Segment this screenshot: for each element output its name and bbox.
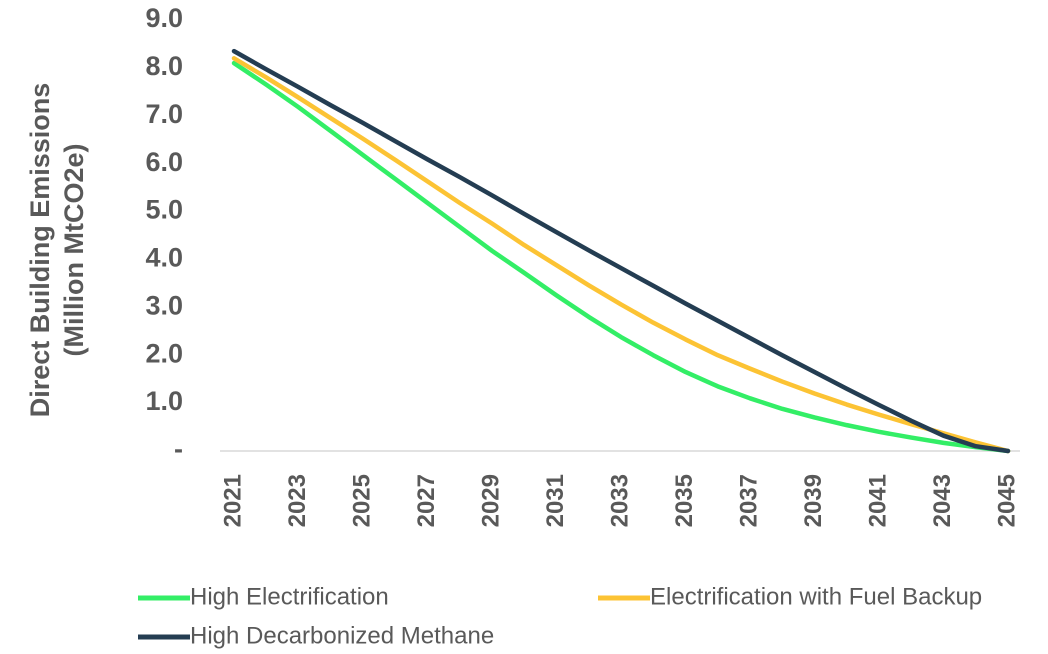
x-tick-label: 2027 [413,474,440,527]
series-line-0 [231,60,1011,454]
legend: High Electrification Electrification with… [138,583,982,649]
x-tick-label: 2033 [606,474,633,527]
y-tick-label: 5.0 [145,195,183,225]
x-tick-label: 2031 [542,474,569,527]
y-axis-ticks: - 1.0 2.0 3.0 4.0 5.0 6.0 7.0 8.0 9.0 [145,3,183,464]
y-tick-label: - [174,434,183,464]
legend-label: Electrification with Fuel Backup [650,583,982,610]
x-tick-label: 2021 [219,474,246,527]
x-tick-label: 2035 [671,474,698,527]
y-tick-label: 4.0 [145,243,183,273]
x-tick-label: 2041 [864,474,891,527]
y-tick-label: 2.0 [145,338,183,368]
x-tick-label: 2043 [929,474,956,527]
y-tick-label: 8.0 [145,51,183,81]
y-tick-label: 1.0 [145,386,183,416]
y-tick-label: 9.0 [145,3,183,33]
legend-label: High Decarbonized Methane [190,622,494,649]
series-line-2 [231,48,1011,454]
y-tick-label: 6.0 [145,147,183,177]
y-tick-label: 3.0 [145,290,183,320]
x-tick-label: 2045 [993,474,1020,527]
y-tick-label: 7.0 [145,99,183,129]
x-tick-label: 2025 [348,474,375,527]
x-axis-ticks: 2021 2023 2025 2027 2029 2031 2033 2035 2037 2039… [219,474,1020,527]
x-tick-label: 2023 [284,474,311,527]
series-lines [231,48,1011,454]
series-line-1 [231,56,1011,454]
y-axis-title: Direct Building Emissions (Million MtCO2e… [25,83,89,418]
y-axis-title-line: Direct Building Emissions [25,83,55,418]
legend-label: High Electrification [190,583,389,610]
y-axis-title-line: (Million MtCO2e) [59,144,89,357]
x-tick-label: 2039 [800,474,827,527]
x-tick-label: 2037 [735,474,762,527]
x-tick-label: 2029 [477,474,504,527]
